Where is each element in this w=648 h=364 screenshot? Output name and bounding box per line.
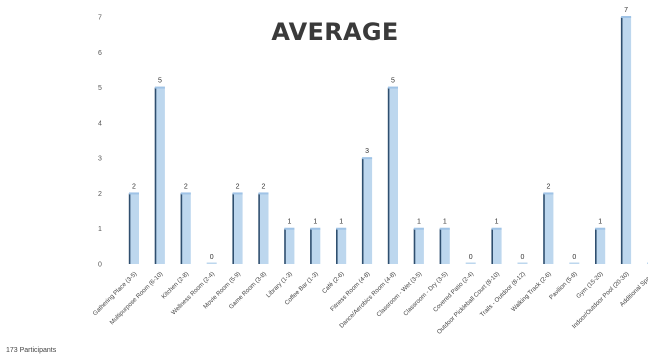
bar-cap bbox=[129, 192, 139, 195]
value-label: 0 bbox=[521, 254, 525, 261]
bar bbox=[336, 228, 347, 264]
value-label: 2 bbox=[236, 183, 240, 190]
bar-cap bbox=[232, 192, 243, 195]
chart-title: AVERAGE bbox=[271, 18, 399, 46]
value-label: 1 bbox=[313, 219, 317, 226]
bar-cap bbox=[439, 227, 450, 230]
bar-cap bbox=[388, 86, 398, 89]
bar bbox=[388, 87, 398, 264]
x-tick-label: Classroom - Wet (3-5) bbox=[375, 270, 423, 318]
x-tick-label: Multipurpose Room (6-10) bbox=[109, 270, 165, 326]
y-tick-label: 7 bbox=[98, 15, 102, 22]
y-tick-label: 0 bbox=[98, 262, 102, 269]
bar bbox=[206, 262, 217, 264]
x-tick-label: Café (2-6) bbox=[321, 270, 346, 295]
value-label: 5 bbox=[158, 78, 162, 85]
bars bbox=[128, 16, 648, 264]
bar-cap bbox=[154, 86, 165, 89]
bar-cap bbox=[180, 192, 191, 195]
bar-cap bbox=[543, 192, 554, 195]
value-label: 2 bbox=[262, 183, 266, 190]
value-label: 3 bbox=[365, 148, 369, 155]
y-tick-label: 4 bbox=[98, 120, 102, 127]
y-tick-label: 6 bbox=[98, 50, 102, 57]
bar bbox=[180, 193, 191, 264]
value-label: 0 bbox=[469, 254, 473, 261]
value-label: 1 bbox=[339, 219, 343, 226]
bar-cap bbox=[258, 192, 269, 195]
bar bbox=[517, 262, 528, 264]
bar-cap bbox=[362, 157, 373, 160]
participants-footnote: 173 Participants bbox=[6, 347, 57, 354]
x-tick-label: Classroom - Dry (3-5) bbox=[402, 270, 449, 317]
value-label: 2 bbox=[184, 183, 188, 190]
y-tick-label: 3 bbox=[98, 156, 102, 163]
bar bbox=[413, 228, 424, 264]
bar bbox=[543, 193, 554, 264]
bar bbox=[595, 228, 606, 264]
x-tick-label: Gathering Place (3-5) bbox=[92, 270, 139, 317]
bar bbox=[362, 158, 373, 264]
value-label: 2 bbox=[132, 183, 136, 190]
bar-cap bbox=[491, 227, 502, 230]
value-label: 0 bbox=[210, 254, 214, 261]
x-tick-labels: Gathering Place (3-5)Multipurpose Room (… bbox=[92, 270, 648, 336]
bar bbox=[129, 193, 139, 264]
value-label: 2 bbox=[546, 183, 550, 190]
x-tick-label: Trails - Outdoor (8-12) bbox=[479, 270, 527, 318]
y-axis: 0 1 2 3 4 5 6 7 bbox=[98, 15, 102, 269]
value-label: 5 bbox=[391, 78, 395, 85]
value-label: 1 bbox=[495, 219, 499, 226]
bar bbox=[465, 262, 476, 264]
y-tick-label: 2 bbox=[98, 191, 102, 198]
bar bbox=[154, 87, 165, 264]
bar bbox=[284, 228, 295, 264]
value-label: 7 bbox=[624, 7, 628, 14]
bar bbox=[310, 228, 321, 264]
y-tick-label: 1 bbox=[98, 226, 102, 233]
bar-cap bbox=[413, 227, 424, 230]
value-label: 1 bbox=[598, 219, 602, 226]
bar bbox=[258, 193, 269, 264]
bar bbox=[569, 262, 580, 264]
value-label: 1 bbox=[287, 219, 291, 226]
bar bbox=[232, 193, 243, 264]
bar bbox=[621, 17, 632, 264]
y-tick-label: 5 bbox=[98, 85, 102, 92]
bar-cap bbox=[336, 227, 347, 230]
data-labels: 252022111351101020170 bbox=[132, 7, 628, 261]
bar bbox=[439, 228, 450, 264]
x-tick-label: Pavilion (5-8) bbox=[548, 270, 579, 301]
value-label: 0 bbox=[572, 254, 576, 261]
bar bbox=[491, 228, 502, 264]
bar-cap bbox=[621, 16, 632, 18]
value-label: 1 bbox=[417, 219, 421, 226]
bar-cap bbox=[310, 227, 321, 230]
bar-cap bbox=[595, 227, 606, 230]
bar-cap bbox=[284, 227, 295, 230]
value-label: 1 bbox=[443, 219, 447, 226]
